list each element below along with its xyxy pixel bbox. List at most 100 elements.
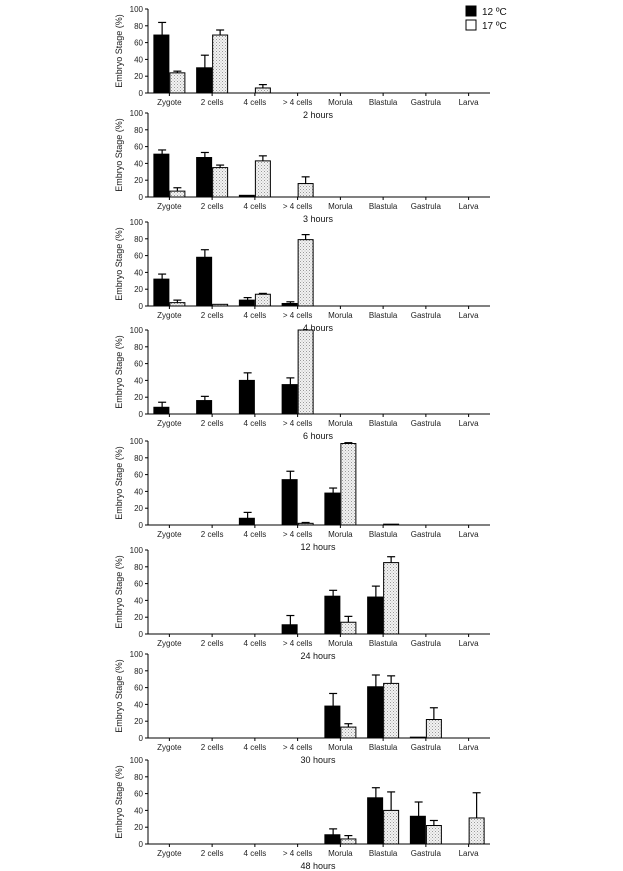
bar-12c xyxy=(153,153,170,198)
x-category-label: Gastrula xyxy=(411,98,442,107)
x-category-label: Blastula xyxy=(369,202,398,211)
bar-17c xyxy=(425,825,442,845)
bar-12c xyxy=(409,815,426,845)
x-category-label: Larva xyxy=(459,202,480,211)
x-category-label: Larva xyxy=(459,639,480,648)
x-category-label: 4 cells xyxy=(244,98,267,107)
bar-12c xyxy=(238,517,255,526)
panel-title: 48 hours xyxy=(300,861,336,871)
y-tick-label: 80 xyxy=(134,773,143,782)
y-tick-label: 20 xyxy=(134,285,143,294)
y-axis-title: Embryo Stage (%) xyxy=(114,14,124,88)
bar-12c xyxy=(281,624,298,635)
x-category-label: Gastrula xyxy=(411,311,442,320)
y-tick-label: 60 xyxy=(134,471,143,480)
x-category-label: Larva xyxy=(459,849,480,858)
y-tick-label: 40 xyxy=(134,159,143,168)
y-tick-label: 20 xyxy=(134,504,143,513)
bar-12c xyxy=(324,492,341,526)
y-tick-label: 80 xyxy=(134,563,143,572)
bar-12c xyxy=(281,384,298,415)
x-category-label: 2 cells xyxy=(201,311,224,320)
bar-12c xyxy=(238,299,255,307)
panel-5: 0 20 40 60 80 100 Embryo Stage (%) Zygote 2 cell… xyxy=(114,437,490,552)
x-category-label: Zygote xyxy=(157,530,182,539)
y-tick-label: 0 xyxy=(139,193,144,202)
bar-17c xyxy=(169,72,186,94)
y-tick-label: 40 xyxy=(134,700,143,709)
panel-title: 3 hours xyxy=(303,214,334,224)
x-category-label: Morula xyxy=(328,202,353,211)
x-category-label: 2 cells xyxy=(201,743,224,752)
bar-17c xyxy=(297,239,314,307)
y-tick-label: 0 xyxy=(139,89,144,98)
x-category-label: Larva xyxy=(459,530,480,539)
bar-12c xyxy=(196,157,213,198)
bar-17c xyxy=(383,682,400,739)
panel-8: 0 20 40 60 80 100 Embryo Stage (%) Zygote 2 cell… xyxy=(114,756,490,871)
bar-12c xyxy=(367,686,384,739)
panel-title: 24 hours xyxy=(300,651,336,661)
x-category-label: 2 cells xyxy=(201,530,224,539)
bar-17c xyxy=(254,87,271,94)
panel-7: 0 20 40 60 80 100 Embryo Stage (%) Zygote 2 cell… xyxy=(114,650,490,765)
legend-label-17c: 17 ºC xyxy=(482,21,507,32)
panel-1: 0 20 40 60 80 100 Embryo Stage (%) Zygote 2 cell… xyxy=(114,5,490,120)
y-tick-label: 100 xyxy=(130,218,144,227)
y-tick-label: 60 xyxy=(134,39,143,48)
bar-12c xyxy=(196,256,213,307)
bar-17c xyxy=(383,562,400,635)
x-category-label: Larva xyxy=(459,743,480,752)
y-tick-label: 0 xyxy=(139,734,144,743)
y-tick-label: 0 xyxy=(139,630,144,639)
x-category-label: Morula xyxy=(328,419,353,428)
x-category-label: Zygote xyxy=(157,202,182,211)
y-tick-label: 20 xyxy=(134,613,143,622)
y-tick-label: 0 xyxy=(139,302,144,311)
y-tick-label: 40 xyxy=(134,596,143,605)
y-axis-title: Embryo Stage (%) xyxy=(114,446,124,520)
bar-17c xyxy=(468,817,485,845)
x-category-label: Morula xyxy=(328,311,353,320)
legend: 12 ºC 17 ºC xyxy=(465,5,507,32)
bar-17c xyxy=(425,719,442,739)
x-category-label: 2 cells xyxy=(201,202,224,211)
x-category-label: Zygote xyxy=(157,98,182,107)
bar-17c xyxy=(340,838,357,845)
x-category-label: Zygote xyxy=(157,311,182,320)
x-category-label: Larva xyxy=(459,311,480,320)
x-category-label: > 4 cells xyxy=(283,530,313,539)
y-tick-label: 60 xyxy=(134,790,143,799)
x-category-label: Blastula xyxy=(369,639,398,648)
bar-17c xyxy=(169,302,186,307)
bar-17c xyxy=(297,329,314,415)
bar-12c xyxy=(281,479,298,526)
y-tick-label: 100 xyxy=(130,109,144,118)
bar-12c xyxy=(238,194,255,198)
chart-panels: 0 20 40 60 80 100 Embryo Stage (%) Zygote 2 cell… xyxy=(114,5,490,871)
x-category-label: 4 cells xyxy=(244,202,267,211)
y-tick-label: 60 xyxy=(134,143,143,152)
y-tick-label: 100 xyxy=(130,546,144,555)
y-tick-label: 60 xyxy=(134,684,143,693)
bar-17c xyxy=(383,523,400,526)
y-tick-label: 40 xyxy=(134,487,143,496)
y-axis-title: Embryo Stage (%) xyxy=(114,118,124,192)
y-tick-label: 0 xyxy=(139,410,144,419)
panel-2: 0 20 40 60 80 100 Embryo Stage (%) Zygote 2 cell… xyxy=(114,109,490,224)
y-tick-label: 80 xyxy=(134,235,143,244)
x-category-label: 4 cells xyxy=(244,743,267,752)
bar-12c xyxy=(367,596,384,635)
x-category-label: > 4 cells xyxy=(283,419,313,428)
bar-17c xyxy=(340,621,357,635)
y-axis-title: Embryo Stage (%) xyxy=(114,227,124,301)
bar-17c xyxy=(297,183,314,198)
x-category-label: > 4 cells xyxy=(283,849,313,858)
y-tick-label: 60 xyxy=(134,360,143,369)
y-tick-label: 40 xyxy=(134,376,143,385)
y-axis-title: Embryo Stage (%) xyxy=(114,659,124,733)
x-category-label: Gastrula xyxy=(411,530,442,539)
x-category-label: Zygote xyxy=(157,743,182,752)
y-tick-label: 80 xyxy=(134,667,143,676)
bar-12c xyxy=(409,736,426,739)
